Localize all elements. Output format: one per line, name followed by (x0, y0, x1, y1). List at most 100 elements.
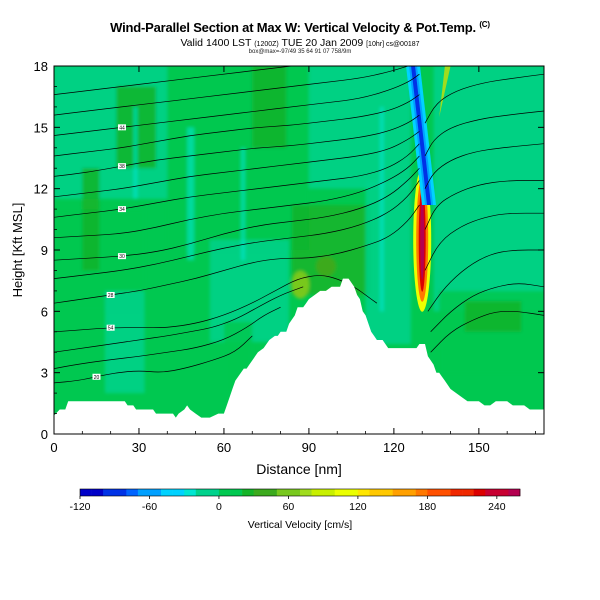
x-tick-label: 90 (302, 440, 316, 455)
isentrope-label: 44 (119, 125, 125, 131)
isentrope-line (424, 212, 544, 271)
isentrope-line (430, 283, 544, 333)
field-streak (133, 106, 138, 199)
colorbar-bin (80, 489, 92, 496)
isentrope-line (424, 180, 544, 230)
isentrope-line (54, 94, 420, 157)
forecast-tag: [10hr] cs@00187 (366, 41, 420, 48)
valid-date: TUE 20 Jan 2009 (281, 37, 364, 49)
field-patch (365, 180, 411, 345)
colorbar-tick-label: -60 (142, 501, 157, 513)
isentrope-line (424, 73, 544, 124)
terrain-mask (54, 278, 544, 434)
isentrope-label: 28 (108, 293, 114, 299)
isentrope-label: 20 (94, 375, 100, 381)
field-upper-green (439, 66, 451, 118)
isentrope-label-bg (106, 324, 115, 331)
isentrope-label: 34 (119, 207, 125, 213)
colorbar-tick-label: 60 (283, 501, 295, 513)
isentrope-line (54, 180, 420, 279)
x-axis-label: Distance [nm] (256, 461, 342, 477)
isentrope-label: 54 (108, 326, 114, 332)
y-tick-label: 9 (41, 243, 48, 258)
colorbar: -120 -60 0 60 120 180 240 (69, 488, 521, 513)
colorbar-bin (137, 489, 150, 496)
isentrope-line (54, 204, 420, 304)
colorbar-bin (288, 489, 301, 496)
colorbar-bin (323, 489, 336, 496)
colorbar-bin (230, 489, 243, 496)
colorbar-bin (207, 489, 220, 496)
isentrope-line (54, 66, 409, 116)
colorbar-frame (79, 488, 521, 497)
colorbar-bin (485, 489, 498, 496)
colorbar-bin (369, 489, 382, 496)
colorbar-bin (415, 489, 428, 496)
y-axis-label: Height [Kft MSL] (10, 203, 25, 298)
chart-title-text: Wind-Parallel Section at Max W: Vertical… (110, 20, 476, 35)
x-tick-label: 60 (217, 440, 231, 455)
isentrope-label-bg (92, 373, 101, 380)
isentrope-label: 30 (119, 254, 125, 260)
isentrope-line (54, 155, 420, 239)
updraft-core-max (420, 199, 425, 280)
isentrope-line (54, 306, 281, 369)
colorbar-bin (126, 489, 139, 496)
y-tick-label: 0 (41, 427, 48, 442)
colorbar-bin (473, 489, 486, 496)
field-patch (308, 66, 411, 189)
field-updraft-weak (315, 256, 336, 277)
colorbar-tick-label: 240 (488, 501, 506, 513)
isentrope-line (427, 249, 544, 312)
field-patch (82, 168, 100, 271)
isentrope-line (54, 167, 420, 261)
colorbar-bin (253, 489, 266, 496)
colorbar-bin (184, 489, 197, 496)
colorbar-bin (357, 489, 370, 496)
colorbar-bin (161, 489, 173, 496)
isentrope-line (424, 143, 544, 189)
field-streak (187, 127, 195, 261)
colorbar-bin (508, 489, 521, 496)
isentrope-line (54, 335, 253, 384)
x-axis: 0 30 60 90 120 150 (50, 66, 536, 455)
colorbar-tick-label: 0 (216, 501, 222, 513)
y-tick-label: 18 (34, 59, 48, 74)
isentrope-label-bg (117, 124, 126, 131)
valid-prefix: Valid 1400 LST (180, 37, 252, 49)
colorbar-bin (334, 489, 347, 496)
colorbar-bin (404, 489, 417, 496)
colorbar-bin (346, 489, 359, 496)
field-updraft-weak (291, 270, 310, 299)
field-patch (433, 66, 544, 312)
field-patch (252, 66, 287, 148)
y-tick-label: 6 (41, 304, 48, 319)
colorbar-bin (496, 489, 509, 496)
x-tick-label: 30 (132, 440, 146, 455)
chart-title: Wind-Parallel Section at Max W: Vertical… (0, 20, 600, 35)
x-tick-label: 150 (468, 440, 490, 455)
isentrope-line (54, 66, 292, 95)
isentrope-line (54, 143, 420, 218)
isentrope-label: 38 (119, 164, 125, 170)
isentrope-line (424, 110, 544, 157)
field-patch (464, 301, 522, 332)
valid-time-line: Valid 1400 LST (1200Z) TUE 20 Jan 2009 [… (0, 37, 600, 49)
isentrope-line (54, 73, 420, 136)
colorbar-tick-label: 180 (419, 501, 437, 513)
x-tick-label: 120 (383, 440, 405, 455)
colorbar-bin (276, 489, 289, 496)
isentrope-lines: 20 54 28 30 34 38 44 (54, 66, 544, 384)
chart-title-suffix: (C) (479, 20, 490, 29)
colorbar-tick-label: 120 (349, 501, 367, 513)
colorbar-label: Vertical Velocity [cm/s] (248, 519, 353, 531)
isentrope-label-bg (117, 163, 126, 170)
colorbar-bin (218, 489, 231, 496)
colorbar-bin (311, 489, 324, 496)
isentrope-label-bg (106, 291, 115, 298)
field-streak (379, 106, 384, 312)
isentrope-label-bg (117, 206, 126, 213)
terrain (54, 278, 544, 434)
colorbar-bin (172, 489, 185, 496)
colorbar-bin (427, 489, 440, 496)
